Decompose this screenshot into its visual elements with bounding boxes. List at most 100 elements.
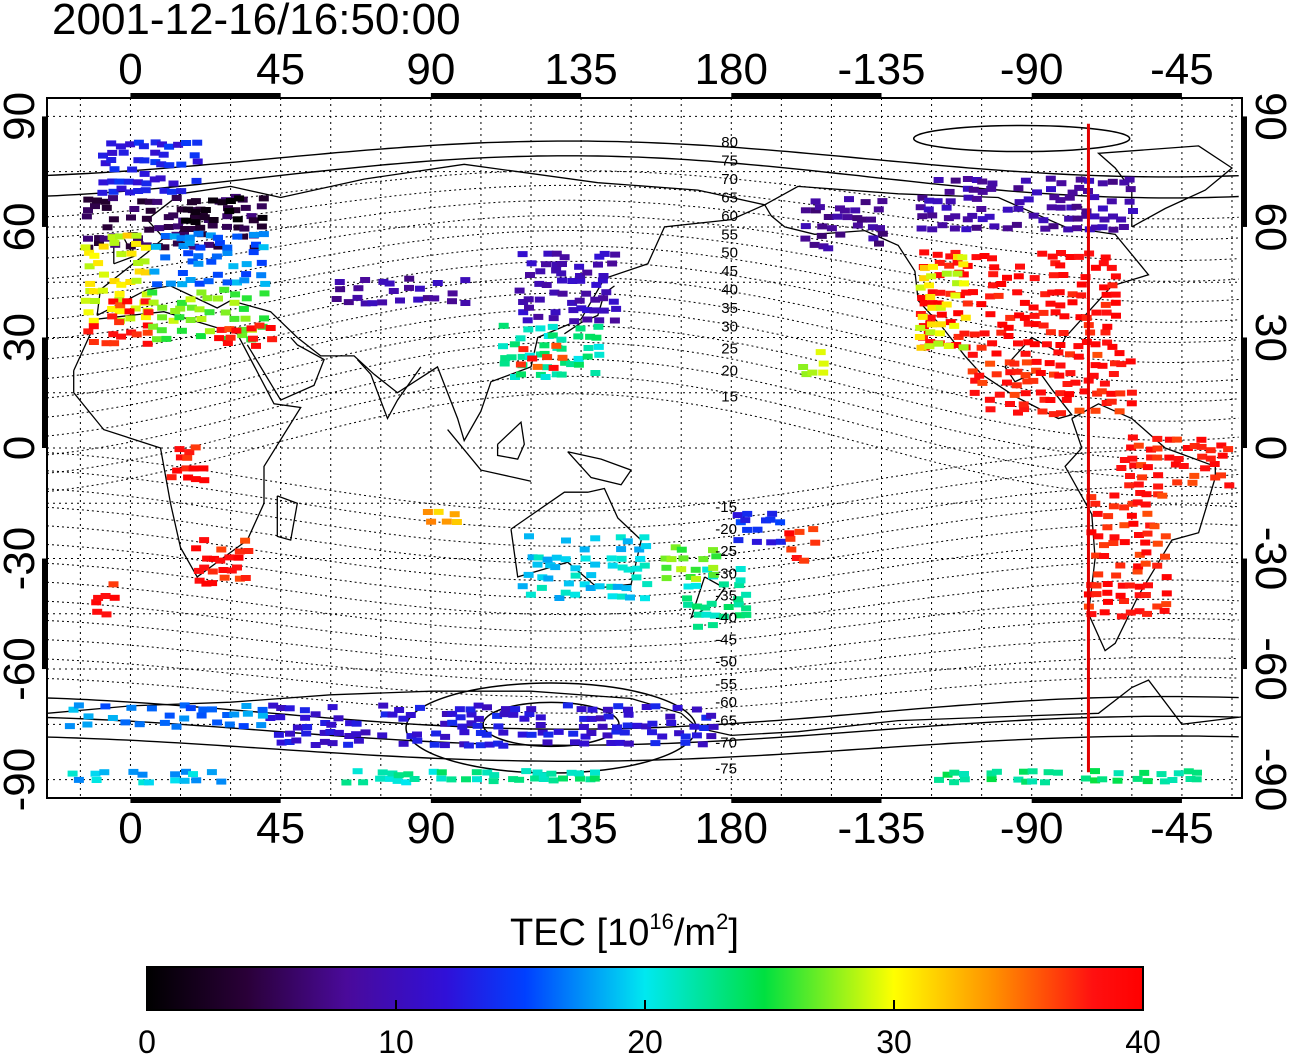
tec-cell xyxy=(542,556,553,563)
tec-cell xyxy=(240,204,251,211)
tec-cell xyxy=(752,526,763,533)
tec-cell xyxy=(150,149,161,156)
tec-cell xyxy=(708,571,719,578)
tec-cell xyxy=(84,249,95,256)
tec-cell xyxy=(733,601,744,608)
tec-cell xyxy=(612,583,623,590)
tec-cell xyxy=(578,724,589,730)
tec-cell xyxy=(184,234,195,241)
contour-label: 50 xyxy=(721,245,738,262)
tec-cell xyxy=(800,235,811,242)
tec-cell xyxy=(718,581,729,588)
tec-cell xyxy=(380,711,391,718)
tec-cell xyxy=(216,326,227,333)
tec-cell xyxy=(140,244,151,251)
tec-cell xyxy=(551,261,562,268)
tec-cell xyxy=(116,281,127,288)
tec-cell xyxy=(526,731,537,738)
tec-cell xyxy=(240,537,251,544)
tec-cell xyxy=(199,477,210,484)
tec-cell xyxy=(666,556,677,563)
tec-cell xyxy=(393,772,404,779)
tec-cell xyxy=(131,240,142,247)
tec-cell xyxy=(915,284,926,291)
tec-cell xyxy=(1209,461,1220,467)
lon-tick-label-bottom: -90 xyxy=(1000,804,1064,853)
tec-cell xyxy=(1067,299,1078,306)
tec-cell xyxy=(598,273,609,279)
mag-contour xyxy=(47,140,1239,178)
tec-cell xyxy=(533,554,544,561)
tec-cell xyxy=(140,314,151,321)
colorbar: TEC [1016/m2] 0 10 20 30 40 xyxy=(138,909,1161,1057)
tec-cell xyxy=(949,225,960,232)
tec-cell xyxy=(138,779,149,786)
tec-cell xyxy=(706,733,717,740)
tec-cell xyxy=(1031,358,1042,365)
tec-cell xyxy=(276,739,287,746)
tec-cell xyxy=(352,294,363,301)
tec-cell xyxy=(556,270,567,277)
tec-cell xyxy=(224,326,235,333)
tec-cell xyxy=(1009,360,1020,367)
tec-cell xyxy=(1185,776,1196,782)
tec-cell xyxy=(192,158,203,165)
tec-cell xyxy=(142,322,153,329)
tec-cell xyxy=(319,738,330,745)
tec-cell xyxy=(333,715,344,722)
tec-cell xyxy=(126,704,137,711)
tec-cell xyxy=(1093,571,1104,578)
tec-cell xyxy=(969,331,980,338)
tec-cell xyxy=(554,595,565,601)
tec-cell xyxy=(141,215,152,222)
mag-contour xyxy=(47,656,1239,698)
tec-cell xyxy=(1020,372,1031,379)
tec-cell xyxy=(1142,778,1153,785)
colorbar-tick-label: 0 xyxy=(138,1024,156,1057)
colorbar-title-sup2: 2 xyxy=(716,909,728,934)
tec-cell xyxy=(647,729,657,736)
tec-cell xyxy=(268,702,279,709)
tec-cell xyxy=(163,224,174,230)
tec-cell xyxy=(1126,389,1137,396)
tec-cell xyxy=(157,314,168,321)
tec-cell xyxy=(665,713,676,720)
tec-cell xyxy=(92,608,103,615)
tec-cell xyxy=(208,217,219,223)
tec-cell xyxy=(412,731,422,738)
tec-cell xyxy=(207,222,218,229)
tec-cell xyxy=(816,232,827,239)
tec-cell xyxy=(89,252,100,259)
tec-cell xyxy=(429,741,440,748)
tec-cell xyxy=(573,333,584,340)
tec-cell xyxy=(932,251,943,258)
tec-cell xyxy=(1102,339,1113,346)
tec-cell xyxy=(996,329,1007,336)
tec-cell xyxy=(1014,312,1025,319)
tec-cell xyxy=(258,195,269,202)
tec-cell xyxy=(1023,320,1034,327)
tec-cell xyxy=(535,325,546,332)
tec-cell xyxy=(1106,398,1117,405)
tec-cell xyxy=(213,234,223,241)
tec-cell xyxy=(610,251,621,258)
tec-cell xyxy=(534,280,545,287)
contour-label: -30 xyxy=(715,565,737,582)
tec-cell xyxy=(597,277,608,284)
tec-cell xyxy=(641,543,652,550)
tec-cell xyxy=(576,305,587,312)
tec-cell xyxy=(917,313,928,320)
tec-cell xyxy=(176,206,187,213)
tec-cell xyxy=(285,730,295,737)
tec-cell xyxy=(1019,299,1030,306)
tec-cell xyxy=(484,741,495,748)
tec-cell xyxy=(1133,481,1144,488)
tec-cell xyxy=(140,269,151,276)
tec-cell xyxy=(1005,314,1016,321)
tec-cell xyxy=(587,706,598,713)
tec-cell xyxy=(1108,213,1118,220)
tec-cell xyxy=(206,258,217,265)
tec-cell xyxy=(115,302,126,309)
tec-cell xyxy=(137,771,148,778)
tec-cell xyxy=(987,180,998,187)
